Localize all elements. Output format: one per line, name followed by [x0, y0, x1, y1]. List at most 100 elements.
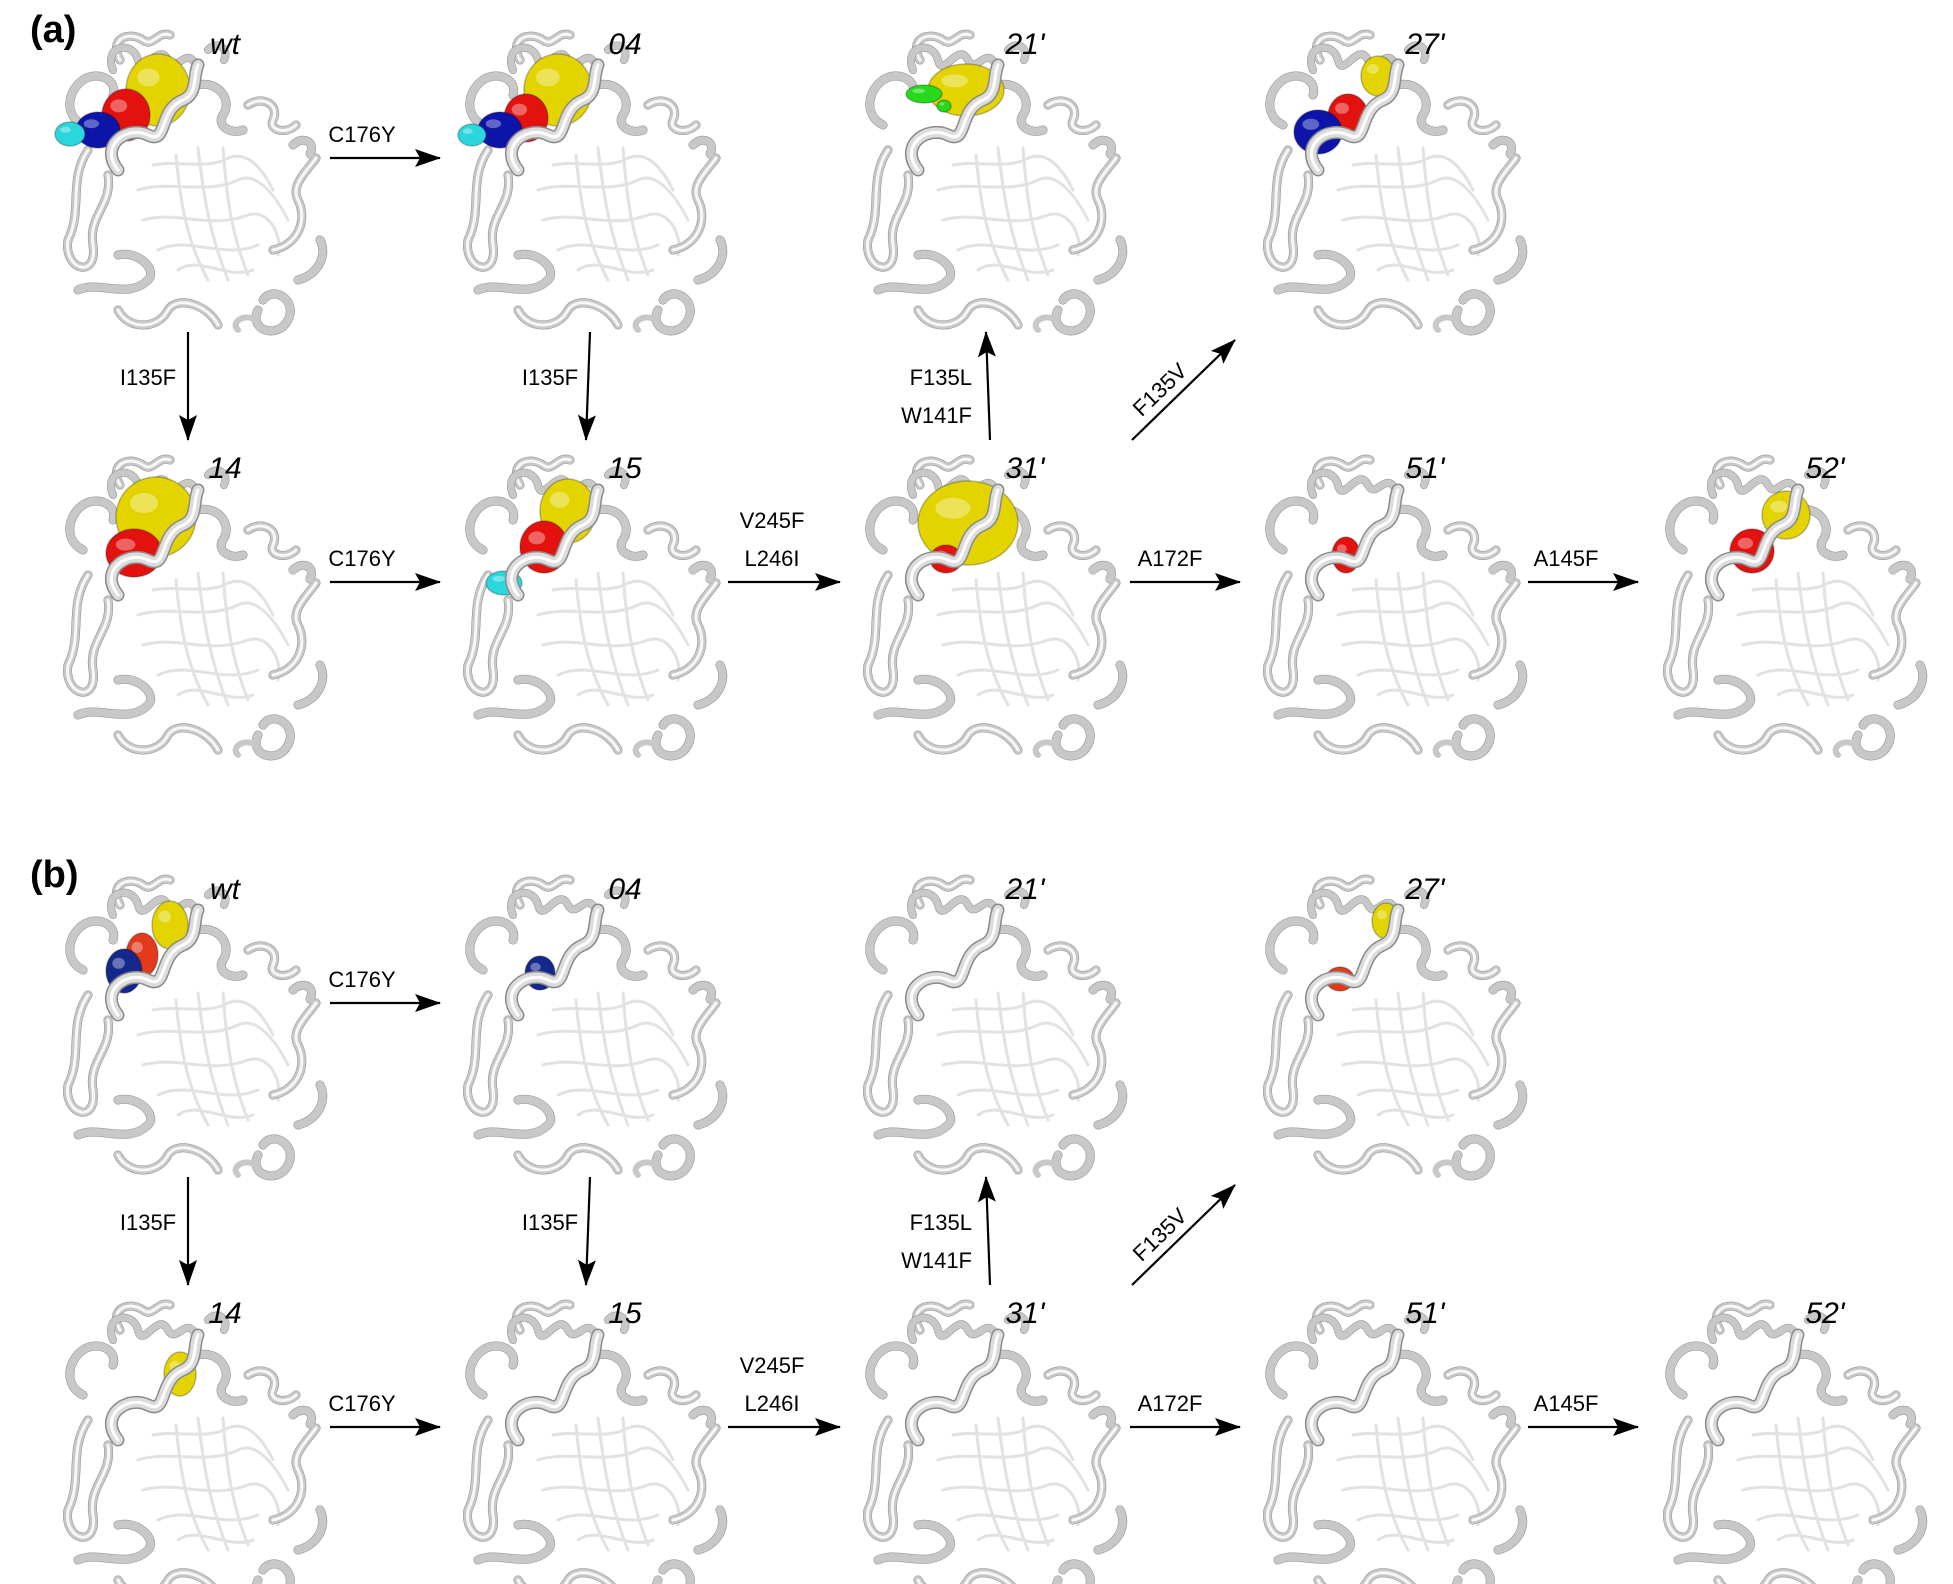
mutation-arrow [1131, 339, 1236, 441]
protein-structure [68, 879, 323, 1176]
surface-highlight [528, 531, 546, 545]
mutation-label: V245F [740, 1353, 805, 1378]
mutation-label: L246I [744, 1391, 799, 1416]
variant-label: 21' [1004, 28, 1045, 61]
lid-loop [1311, 1335, 1398, 1440]
surface-highlight [112, 957, 125, 969]
protein-structure [457, 34, 723, 331]
mutation-label: F135L [910, 365, 972, 390]
surface-highlight [83, 119, 100, 129]
mutation-label: L246I [744, 546, 799, 571]
lid-loop [511, 1335, 598, 1440]
variant-label: wt [210, 873, 242, 906]
surface-highlight [110, 99, 128, 113]
protein-structure [1268, 879, 1523, 1176]
mutation-label: A145F [1534, 546, 1599, 571]
lid-loop [1711, 1335, 1798, 1440]
mutation-label: C176Y [328, 122, 396, 147]
mutation-label: A172F [1138, 1391, 1203, 1416]
surface-highlight [941, 74, 968, 88]
variant-label: wt [210, 28, 242, 61]
protein-structure [1268, 1304, 1523, 1584]
variant-label: 31' [1005, 1297, 1045, 1330]
surface-highlight [912, 88, 925, 94]
variant-label: 51' [1405, 1297, 1445, 1330]
surface-highlight [1302, 118, 1320, 130]
surface-highlight [492, 575, 505, 582]
mutation-label: A172F [1138, 546, 1203, 571]
variant-label: 04 [608, 28, 641, 61]
lid-loop [911, 910, 998, 1015]
variant-label: 14 [208, 1297, 241, 1330]
variant-label: 14 [208, 452, 241, 485]
mutation-arrow [577, 1176, 596, 1286]
mutation-label: I135F [522, 1210, 578, 1235]
mutation-label: V245F [740, 508, 805, 533]
panel-label: (b) [30, 854, 79, 896]
surface-highlight [535, 68, 560, 87]
surface-highlight [1770, 500, 1788, 513]
panel-a: (a) wt 04 21' 27' 14 15 31' 51' 52' C176Y I135F I135… [30, 9, 1923, 756]
protein-structure [868, 34, 1123, 331]
protein-structure [468, 879, 723, 1176]
mutation-arrow [977, 1176, 996, 1286]
mutation-label: I135F [522, 365, 578, 390]
mutation-label: I135F [120, 365, 176, 390]
protein-structure [468, 1304, 723, 1584]
protein-structure [1668, 1304, 1923, 1584]
surface-highlight [549, 491, 570, 508]
protein-structure [868, 879, 1123, 1176]
surface-highlight [462, 128, 473, 134]
surface-highlight [158, 910, 171, 923]
surface-highlight [1335, 102, 1349, 114]
cavity-surface-green [905, 84, 943, 104]
protein-structure [868, 1304, 1123, 1584]
variant-label: 31' [1005, 452, 1045, 485]
cavity-surface-cyan [457, 123, 487, 147]
mutation-label: W141F [901, 1248, 972, 1273]
mutation-label: A145F [1534, 1391, 1599, 1416]
protein-structure [68, 459, 323, 756]
mutation-label: C176Y [328, 967, 396, 992]
surface-highlight [131, 941, 143, 953]
surface-highlight [939, 102, 945, 106]
surface-highlight [60, 126, 71, 133]
surface-highlight [1737, 537, 1754, 549]
surface-highlight [130, 493, 158, 513]
surface-highlight [1376, 910, 1387, 920]
surface-highlight [530, 962, 541, 972]
lid-loop [511, 910, 598, 1015]
surface-highlight [1366, 64, 1379, 74]
mutation-arrow [1131, 1184, 1236, 1286]
protein-structure [1668, 459, 1923, 756]
protein-structure [868, 459, 1123, 756]
mutation-label: F135L [910, 1210, 972, 1235]
cavity-surface-green [936, 99, 952, 113]
protein-structure [468, 459, 723, 756]
variant-label: 15 [608, 1297, 642, 1330]
mutation-label: W141F [901, 403, 972, 428]
variant-label: 52' [1805, 1297, 1845, 1330]
panel-label: (a) [30, 9, 76, 51]
surface-highlight [935, 497, 971, 519]
protein-structure [68, 1304, 323, 1584]
mutation-arrow [577, 331, 596, 441]
lid-loop [911, 1335, 998, 1440]
variant-label: 15 [608, 452, 642, 485]
mutation-label: C176Y [328, 1391, 396, 1416]
surface-highlight [485, 119, 502, 129]
protein-structure [1268, 34, 1523, 331]
surface-highlight [115, 538, 136, 551]
variant-label: 27' [1404, 28, 1445, 61]
variant-label: 21' [1004, 873, 1045, 906]
variant-label: 51' [1405, 452, 1445, 485]
cavity-surface-cyan [54, 121, 86, 147]
variant-label: 52' [1805, 452, 1845, 485]
protein-structure [54, 34, 323, 331]
variant-label: 27' [1404, 873, 1445, 906]
variant-label: 04 [608, 873, 641, 906]
mutation-arrow [977, 331, 996, 441]
surface-highlight [511, 103, 528, 116]
mutation-label: C176Y [328, 546, 396, 571]
